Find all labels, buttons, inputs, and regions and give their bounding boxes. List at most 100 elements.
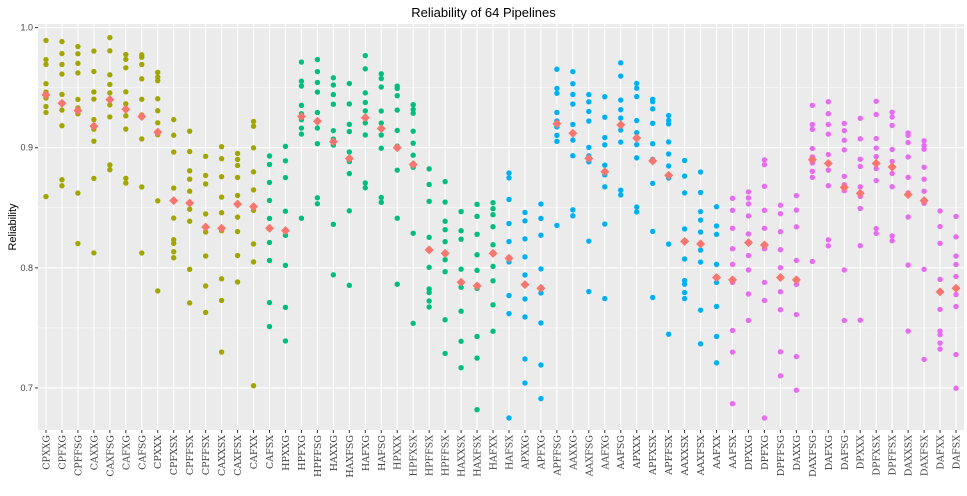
data-point <box>522 296 528 302</box>
data-point <box>729 401 736 407</box>
data-point <box>378 145 384 151</box>
mean-marker <box>456 277 466 287</box>
data-point <box>266 257 273 264</box>
data-point <box>602 134 608 141</box>
data-point <box>937 276 943 283</box>
data-point <box>729 261 736 268</box>
mean-marker <box>73 105 83 115</box>
data-point <box>314 79 321 86</box>
data-point <box>809 126 816 133</box>
data-point <box>139 250 145 256</box>
data-point <box>873 135 879 142</box>
data-point <box>697 229 704 235</box>
data-point <box>634 80 640 87</box>
x-tick-label: AAXFSG <box>584 435 595 477</box>
mean-marker <box>328 137 338 147</box>
data-point <box>761 183 768 189</box>
data-point <box>218 276 225 282</box>
data-point <box>107 90 113 96</box>
data-point <box>458 284 464 290</box>
data-point <box>442 269 448 275</box>
data-point <box>857 115 863 122</box>
data-point <box>442 178 448 185</box>
data-point <box>809 121 816 128</box>
data-point <box>953 213 959 220</box>
mean-marker <box>344 154 354 164</box>
data-point <box>234 214 241 220</box>
mean-marker <box>57 98 67 108</box>
data-point <box>91 175 97 182</box>
x-tick-label: DPXXX <box>856 435 867 470</box>
data-point <box>123 56 129 63</box>
data-point <box>506 238 512 245</box>
data-point <box>234 192 241 199</box>
mean-marker <box>105 95 115 105</box>
data-point <box>506 170 512 176</box>
data-point <box>618 192 624 198</box>
data-point <box>59 50 65 57</box>
x-tick-label: APFFSG <box>552 435 563 477</box>
data-point <box>410 128 416 134</box>
data-point <box>554 85 560 92</box>
data-point <box>218 194 225 200</box>
data-point <box>793 281 800 288</box>
data-point <box>186 168 193 174</box>
data-point <box>346 80 353 87</box>
data-point <box>458 236 464 242</box>
data-point <box>857 184 863 190</box>
data-point <box>314 195 321 201</box>
data-point <box>777 202 784 208</box>
data-point <box>522 254 528 260</box>
mean-marker <box>520 280 530 290</box>
mean-marker <box>472 281 482 291</box>
data-point <box>362 90 368 96</box>
data-point <box>282 174 289 181</box>
data-point <box>777 265 784 271</box>
data-point <box>538 290 544 296</box>
data-point <box>745 213 752 219</box>
data-point <box>713 231 720 238</box>
data-point <box>554 138 560 145</box>
data-point <box>123 65 129 71</box>
data-point <box>107 72 113 78</box>
x-tick-label: HAXFSX <box>473 435 484 477</box>
data-point <box>218 173 225 180</box>
x-tick-label: CPFFSX <box>201 435 212 475</box>
mean-marker <box>296 111 306 121</box>
data-point <box>330 127 337 134</box>
data-point <box>490 206 496 212</box>
data-point <box>426 264 432 271</box>
data-point <box>825 110 831 117</box>
data-point <box>282 158 289 164</box>
data-point <box>43 61 49 68</box>
x-tick-label: CAXFSG <box>105 435 116 477</box>
data-point <box>602 184 608 190</box>
data-point <box>458 364 464 371</box>
data-point <box>91 89 97 95</box>
x-tick-label: AAXXSX <box>680 435 691 477</box>
data-point <box>777 373 784 379</box>
mean-marker <box>408 160 418 170</box>
data-point <box>266 323 273 330</box>
data-point <box>490 200 496 206</box>
x-tick-label: HAFXX <box>489 435 500 471</box>
x-tick-label: DAFXG <box>824 435 835 470</box>
data-point <box>841 317 847 324</box>
data-point <box>394 281 400 287</box>
data-point <box>298 131 305 137</box>
data-point <box>522 356 528 362</box>
mean-marker <box>935 287 945 297</box>
data-point <box>538 201 544 207</box>
data-point <box>378 84 384 90</box>
data-point <box>522 218 528 224</box>
data-point <box>378 120 384 126</box>
data-point <box>921 138 927 144</box>
x-tick-label: DAFSG <box>840 435 851 470</box>
data-point <box>713 333 720 340</box>
data-point <box>490 224 496 230</box>
data-point <box>43 37 49 44</box>
data-point <box>729 246 736 252</box>
data-point <box>107 102 113 108</box>
data-point <box>250 259 257 265</box>
data-point <box>426 304 432 310</box>
